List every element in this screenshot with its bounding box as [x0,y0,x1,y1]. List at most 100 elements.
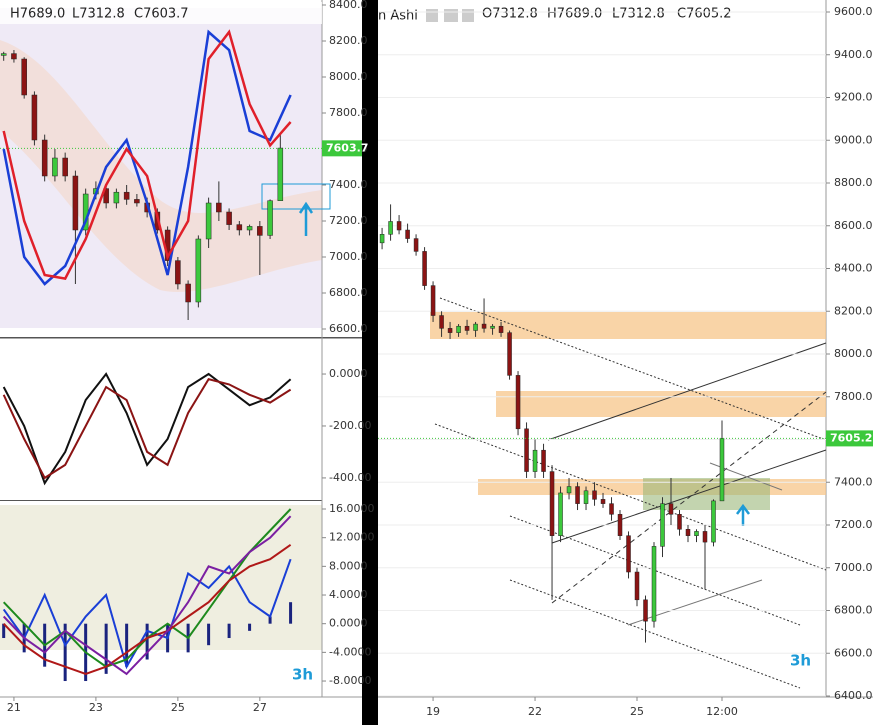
y-tick-label: 7000.0 [329,250,368,263]
candle-body [379,234,385,244]
candle-body [175,260,181,285]
y-tick-label: 7200.0 [834,518,873,531]
y-tick-label: 8800.0 [834,176,873,189]
x-tick-label: 22 [528,705,542,718]
y-tick-label: 9000.0 [834,133,873,146]
candle-body [277,147,284,201]
price-badge-label: 7605.2 [830,431,872,444]
header-bg [0,2,322,24]
candle-body [430,285,436,316]
candle-body [226,211,232,225]
timeframe: 3h [790,652,811,670]
y-tick-label: 9200.0 [834,91,873,104]
candle-body [515,375,521,430]
series-line [2,558,292,670]
y-tick-label: 8400.0 [834,262,873,275]
candle-body [447,328,453,333]
y-tick-label: 12.0000 [329,531,375,544]
candle-body [592,490,597,500]
indicator [2,508,293,682]
x-tick-label: 25 [630,705,644,718]
y-tick-label: -200.00 [329,419,371,432]
candle-body [617,514,623,536]
y-tick-label: 6800.0 [834,604,873,617]
histogram-bar [104,623,108,674]
right-header: O7312.8 H7689.0 L7312.8 C7605.2 [482,7,732,22]
candle-body [388,221,393,235]
candle-body [558,492,563,536]
candle-body [549,471,555,536]
candle-body [103,188,109,204]
ohlc-value: C7605.2 [677,7,732,22]
x-tick-label: 23 [89,701,103,714]
icon[interactable] [462,9,474,22]
candle-body [532,449,538,472]
icon[interactable] [426,9,438,22]
candle-body [439,315,444,329]
icon[interactable] [444,9,458,22]
y-tick-label: 16.0000 [329,502,375,515]
candle-body [123,191,130,200]
series-line [2,29,292,286]
candle-body [473,323,478,331]
histogram-bar [248,623,252,631]
candle-body [185,283,191,303]
y-tick-label: 7200.0 [329,214,368,227]
candle-body [498,325,504,333]
candle-body [694,531,699,536]
candle-body [396,221,402,231]
candle-body [668,503,674,515]
candle-body [711,500,716,543]
x-tick-label: 19 [426,705,440,718]
y-tick-label: 8000.0 [834,347,873,360]
candle-body [267,200,273,236]
indicator [2,372,292,486]
candle-body [52,157,58,177]
candle-body [634,571,640,601]
candle-body [575,486,580,504]
y-tick-label: 0.0000 [329,617,368,630]
price-badge [826,430,873,447]
candle-body [490,325,495,329]
candle-body [246,226,253,231]
ohlc-value: L7312.8 [72,7,125,22]
x-tick-label: 21 [7,701,21,714]
right-panel [378,0,873,725]
series-line [2,29,292,280]
candle-body [236,224,243,231]
histogram-bar [268,616,272,624]
indicator [2,29,292,286]
y-tick-label: 6600.0 [834,646,873,659]
candle-body [600,499,606,504]
y-tick-label: 7800.0 [834,390,873,403]
x-tick-label: 12:00 [706,705,738,718]
y-tick-label: 7000.0 [834,561,873,574]
series-line [2,378,292,480]
candle-body [660,503,665,547]
zone [430,312,826,339]
ohlc-value: L7312.8 [612,7,665,22]
y-tick-label: 8.0000 [329,559,368,572]
symbol-title: n Ashi [378,9,418,24]
candle-body [205,202,212,240]
zone [496,391,826,417]
candle-body [257,226,263,236]
y-tick-label: 8600.0 [834,219,873,232]
price-badge [322,140,362,157]
candle-body [11,53,17,60]
series-line [2,543,292,675]
candle-body [21,58,27,96]
y-tick-label: 6800.0 [329,286,368,299]
y-tick-label: 6400.0 [834,689,873,702]
y-tick-label: 6600.0 [329,322,368,335]
pane-fill [0,505,322,650]
histogram-bar [63,623,67,682]
candle-body [31,94,38,141]
candle-body [626,535,631,573]
arrow [298,201,314,236]
candle-body [456,325,461,333]
price-badge-label: 7603.7 [326,141,368,154]
histogram-bar [227,623,231,639]
y-tick-label: 8400.0 [329,0,368,11]
